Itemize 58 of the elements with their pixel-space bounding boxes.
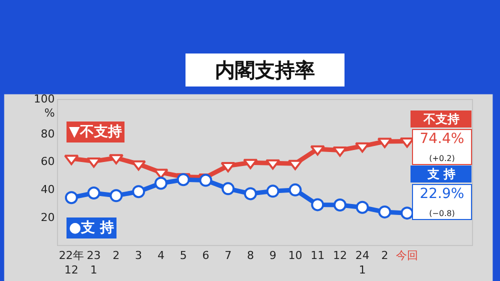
point (288, 183, 302, 196)
point (154, 168, 168, 179)
point (355, 142, 370, 153)
point (131, 160, 146, 171)
text: 支 持 (426, 167, 456, 181)
point (356, 200, 369, 214)
chart-title: 内閣支持率 (215, 58, 315, 82)
x-tick-label: 今回 (396, 249, 418, 262)
point (310, 145, 325, 156)
point (87, 186, 100, 200)
point (199, 174, 212, 187)
x-tick-label: 9 (269, 249, 276, 262)
point (244, 187, 257, 200)
text: 不支持 (422, 112, 460, 126)
series-label: ●支 持 (69, 220, 114, 236)
point (110, 189, 123, 202)
x-tick-label: 2 (381, 249, 388, 262)
point (64, 191, 78, 204)
point (288, 160, 303, 170)
point (220, 162, 236, 172)
x-tick-label: 24 1 (355, 249, 370, 276)
point (243, 158, 258, 170)
text: 74.4% (420, 131, 464, 147)
text: 22.9% (420, 186, 464, 202)
point (64, 154, 79, 166)
text: (−0.8) (429, 209, 455, 218)
x-tick-label: 23 1 (86, 249, 101, 276)
series-label: ▼不支持 (69, 124, 122, 140)
point (222, 182, 235, 196)
point (132, 185, 146, 198)
y-tick-label: 40 (40, 183, 55, 196)
point (332, 146, 348, 157)
x-tick-label: 11 (310, 249, 325, 262)
x-tick-label: 5 (180, 249, 187, 262)
x-tick-label: 4 (157, 249, 164, 262)
point (266, 184, 280, 198)
point (176, 173, 190, 186)
y-tick-label: 20 (40, 210, 55, 224)
x-tick-label: 10 (288, 249, 302, 262)
point (400, 206, 414, 220)
x-tick-label: 12 (332, 249, 347, 262)
x-tick-label: 8 (246, 249, 254, 262)
x-tick-label: 2 (112, 249, 120, 262)
y-tick-label: 60 (40, 155, 55, 168)
point (378, 205, 392, 218)
x-tick-label: 7 (224, 249, 232, 262)
point (265, 159, 280, 170)
text: (+0.2) (429, 154, 455, 164)
point (154, 176, 168, 190)
x-tick-label: 3 (135, 249, 142, 262)
point (333, 198, 346, 212)
y-tick-label: 80 (40, 127, 55, 140)
y-tick-label: 100 % (34, 92, 55, 120)
point (311, 198, 324, 212)
point (377, 138, 392, 148)
point (86, 157, 102, 168)
x-tick-label: 22年 12 (58, 249, 84, 276)
x-tick-label: 6 (202, 249, 210, 262)
